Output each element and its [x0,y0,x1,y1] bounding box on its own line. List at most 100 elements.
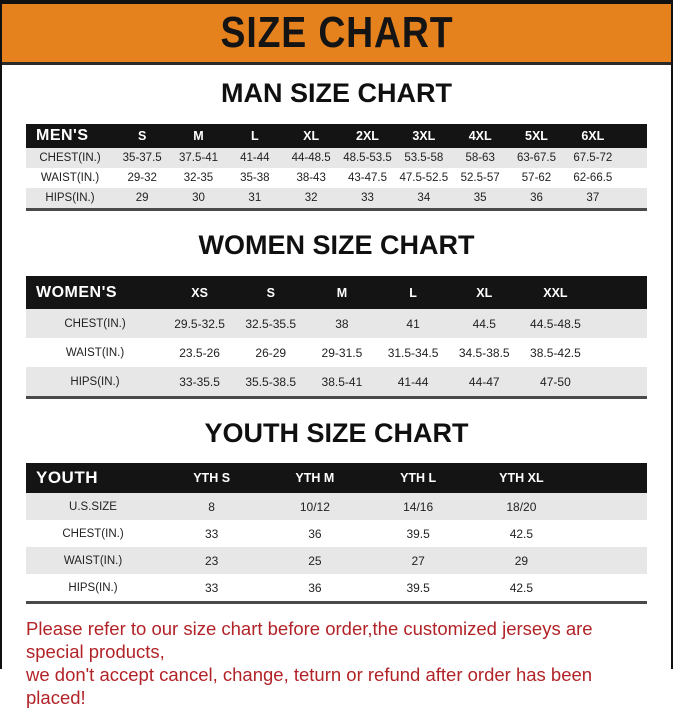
row-label: CHEST(IN.) [39,152,101,164]
column-header: M [193,129,204,143]
table-header-row: YOUTH YTH S YTH M YTH L YTH XL [26,463,647,493]
section-women: WOMEN SIZE CHART WOMEN'S XS S M L XL XXL CHEST(… [26,232,647,399]
size-value: 29 [135,192,149,204]
youth-section-heading: YOUTH SIZE CHART [204,418,469,448]
size-value: 18/20 [506,499,537,514]
size-value: 37 [586,192,600,204]
column-header: S [266,285,275,300]
size-value: 33 [204,526,219,541]
size-value: 23.5-26 [179,345,220,360]
size-value: 23 [204,553,219,568]
column-header: XXL [543,285,568,300]
size-value: 42.5 [509,580,534,595]
table-row: WAIST(IN.) 23.5-26 26-29 29-31.5 31.5-34.5 34… [26,338,647,367]
size-value: 31.5-34.5 [387,345,439,360]
size-value: 37.5-41 [178,152,218,164]
size-value: 38 [335,316,349,331]
size-value: 41-44 [240,152,270,164]
size-value: 44.5-48.5 [530,316,581,331]
size-value: 27 [411,553,425,568]
size-value: 34 [417,192,431,204]
size-value: 26-29 [255,345,287,360]
size-value: 43-47.5 [347,172,387,184]
size-value: 39.5 [406,580,430,595]
size-value: 32-35 [183,172,214,184]
size-value: 41 [406,316,420,331]
table-header-label: YOUTH [36,468,98,487]
table-row: WAIST(IN.) 29-32 32-35 35-38 38-43 43-47.5 47.… [26,168,647,188]
size-value: 32 [304,192,318,204]
table-row: U.S.SIZE 8 10/12 14/16 18/20 [26,493,647,520]
size-value: 35-37.5 [122,152,162,164]
size-value: 38.5-42.5 [530,345,581,360]
row-label: CHEST(IN.) [64,317,126,330]
size-value: 62-66.5 [573,172,613,184]
size-value: 38.5-41 [321,374,363,389]
size-value: 52.5-57 [460,172,500,184]
row-label: CHEST(IN.) [62,527,124,540]
size-value: 57-62 [521,172,552,184]
column-header: YTH L [400,471,437,485]
size-value: 10/12 [299,499,330,514]
men-size-table: MEN'S S M L XL 2XL 3XL 4XL 5XL 6XL CHEST(IN.) 35-37… [26,124,647,211]
top-border-strip [2,0,671,4]
size-chart-content: MAN SIZE CHART MEN'S S M L XL 2XL 3XL 4XL 5XL 6XL… [2,80,671,604]
table-header-label: MEN'S [36,127,89,144]
column-header: 4XL [468,129,492,143]
row-label: WAIST(IN.) [65,346,125,359]
size-value: 30 [192,192,205,204]
size-value: 36 [308,526,322,541]
size-value: 8 [208,499,215,514]
size-value: 63-67.5 [516,152,556,164]
section-youth: YOUTH SIZE CHART YOUTH YTH S YTH M YTH L YTH… [26,420,647,604]
size-value: 29.5-32.5 [174,316,225,331]
size-value: 29 [514,553,529,568]
size-value: 31 [248,192,262,204]
size-value: 25 [308,553,322,568]
size-value: 36 [308,580,322,595]
column-header: L [409,285,417,300]
column-header: YTH XL [499,471,544,485]
row-label: HIPS(IN.) [68,581,118,594]
size-value: 47-50 [540,374,571,389]
size-value: 44-47 [468,374,500,389]
table-row: CHEST(IN.) 33 36 39.5 42.5 [26,520,647,547]
row-label: HIPS(IN.) [45,192,95,204]
women-section-heading: WOMEN SIZE CHART [198,230,475,260]
column-header: 2XL [356,129,379,143]
row-label: WAIST(IN.) [40,172,100,184]
size-value: 47.5-52.5 [399,172,449,184]
men-section-heading: MAN SIZE CHART [221,78,452,108]
column-header: L [251,129,259,143]
size-value: 36 [530,192,543,204]
size-value: 44.5 [472,316,496,331]
size-value: 44-48.5 [291,152,331,164]
size-value: 29-31.5 [321,345,363,360]
youth-size-table: YOUTH YTH S YTH M YTH L YTH XL U.S.SIZE 8 10/12… [26,463,647,604]
row-label: U.S.SIZE [69,500,117,513]
size-value: 58-63 [465,152,495,164]
order-notice-line-2: we don't accept cancel, change, teturn o… [26,664,593,708]
size-value: 42.5 [509,526,534,541]
size-value: 53.5-58 [404,152,444,164]
column-header: YTH S [193,471,231,485]
size-value: 33 [361,192,374,204]
size-value: 35.5-38.5 [245,374,297,389]
size-value: 38-43 [296,172,326,184]
size-value: 14/16 [403,499,434,514]
size-value: 41-44 [397,374,429,389]
order-notice: Please refer to our size chart before or… [2,604,671,709]
row-label: HIPS(IN.) [70,375,120,388]
size-value: 33 [204,580,219,595]
table-row: HIPS(IN.) 29 30 31 32 33 34 35 36 37 [26,188,647,208]
size-value: 32.5-35.5 [245,316,297,331]
size-value: 48.5-53.5 [343,152,392,164]
size-value: 39.5 [406,526,430,541]
column-header: YTH M [295,471,335,485]
table-row: HIPS(IN.) 33-35.5 35.5-38.5 38.5-41 41-44 44-… [26,367,647,396]
size-value: 34.5-38.5 [458,345,510,360]
size-value: 29-32 [127,172,157,184]
column-header: 3XL [412,129,436,143]
size-value: 35 [473,192,487,204]
table-row: CHEST(IN.) 29.5-32.5 32.5-35.5 38 41 44.5 44.5… [26,309,647,338]
